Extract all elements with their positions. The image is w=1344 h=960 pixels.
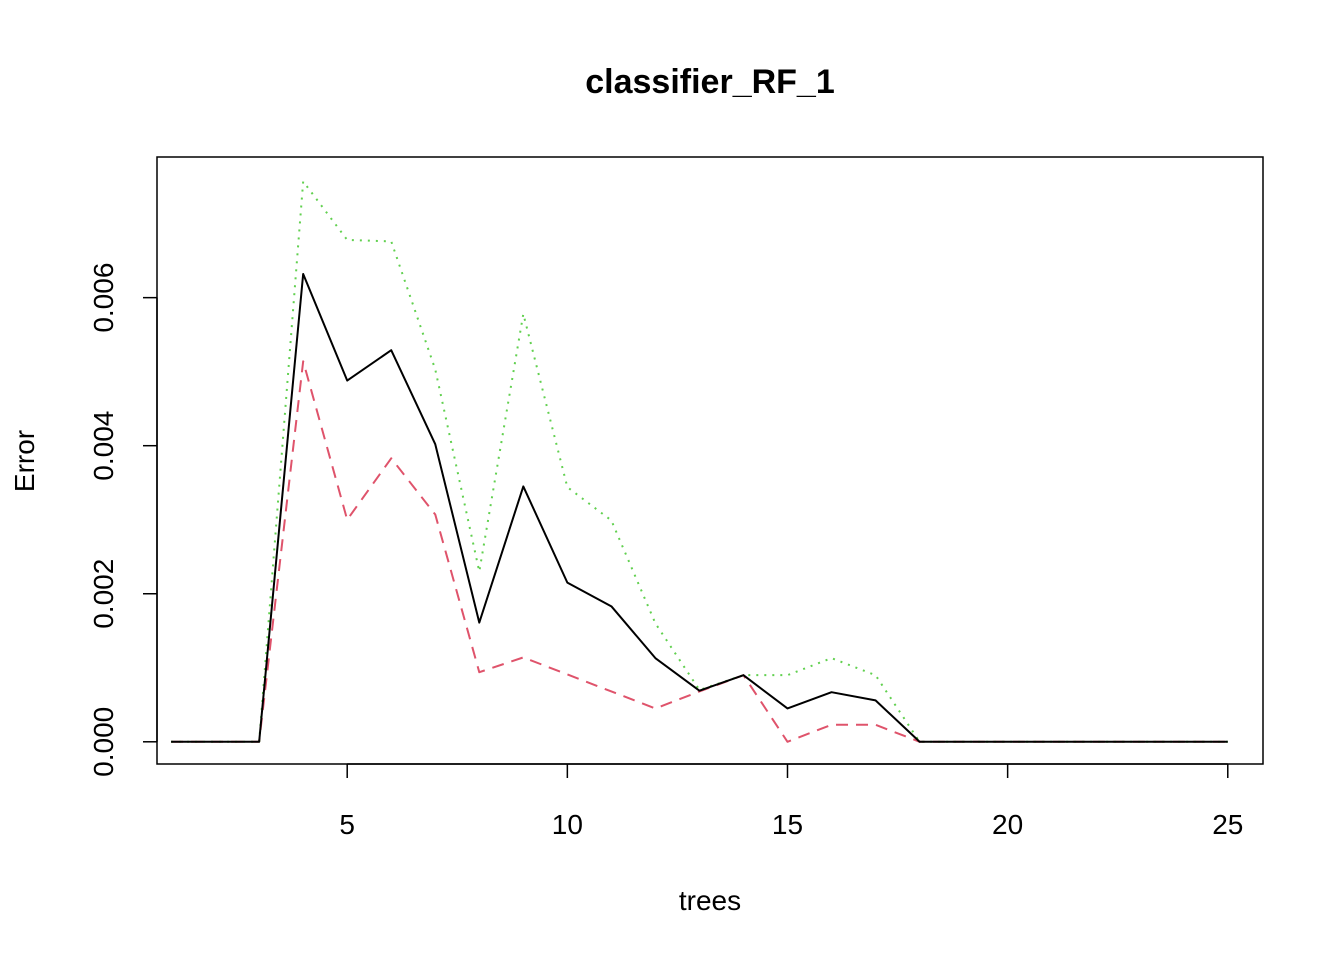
- y-tick-label: 0.000: [88, 707, 119, 777]
- y-tick-label: 0.002: [88, 559, 119, 629]
- series-line-solid: [171, 272, 1228, 743]
- y-tick-label: 0.006: [88, 263, 119, 333]
- y-tick-label: 0.004: [88, 411, 119, 481]
- plot-frame: [156, 156, 1264, 765]
- series-line-dotted: [171, 180, 1228, 743]
- x-tick-label: 15: [772, 809, 803, 840]
- x-tick-label: 25: [1212, 809, 1243, 840]
- series-layer: [171, 180, 1228, 743]
- chart-title: classifier_RF_1: [585, 63, 835, 101]
- y-axis: 0.000 0.002 0.004 0.006: [88, 263, 158, 777]
- x-tick-label: 20: [992, 809, 1023, 840]
- x-tick-label: 10: [552, 809, 583, 840]
- x-axis: 5 10 15 20 25: [339, 763, 1243, 840]
- y-axis-label: Error: [9, 430, 40, 492]
- x-axis-label: trees: [679, 885, 741, 916]
- x-tick-label: 5: [339, 809, 355, 840]
- series-line-dashed: [171, 360, 1228, 743]
